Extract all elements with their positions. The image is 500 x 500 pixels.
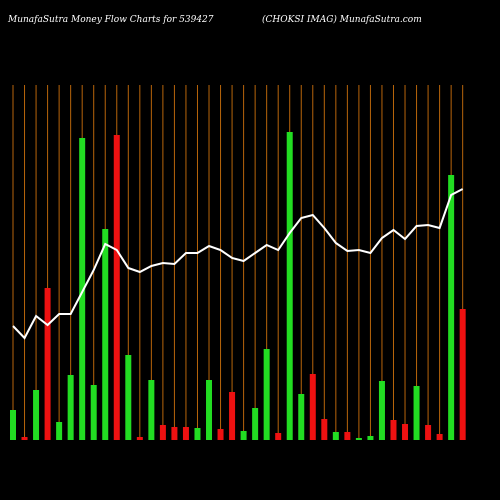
bar [332, 432, 339, 440]
bar [355, 438, 362, 440]
bar [378, 381, 385, 440]
bar [436, 434, 443, 440]
bar [344, 432, 351, 440]
bar [425, 425, 432, 440]
flow-line [12, 188, 464, 340]
bar [298, 394, 305, 440]
bar [321, 419, 328, 440]
bar [413, 386, 420, 440]
bar [229, 392, 236, 440]
chart-title: MunafaSutra Money Flow Charts for 539427 [7, 15, 214, 25]
chart-subtitle: (CHOKSI IMAG) MunafaSutra.com [262, 14, 422, 25]
bar [402, 424, 409, 440]
bar [182, 427, 189, 440]
bar [148, 380, 155, 440]
bar [309, 374, 316, 440]
bar [125, 355, 132, 440]
bar [102, 229, 109, 440]
bar [275, 433, 282, 440]
bar [217, 429, 224, 440]
bar [44, 288, 51, 440]
bar [171, 427, 178, 440]
bar [390, 420, 397, 440]
bar [136, 437, 143, 440]
bar [159, 425, 166, 440]
bar [56, 422, 63, 440]
bar [90, 385, 97, 440]
bar [206, 380, 213, 440]
bar [194, 428, 201, 440]
bar [10, 410, 16, 440]
bar [448, 175, 455, 440]
bar [33, 390, 40, 440]
bar [21, 437, 28, 440]
bar [113, 135, 120, 440]
bar [286, 132, 293, 440]
bar [67, 375, 74, 440]
bar [240, 431, 247, 440]
bar [459, 309, 466, 440]
bar [252, 408, 259, 440]
bar [263, 349, 270, 440]
bar [367, 436, 374, 440]
bar [79, 138, 86, 440]
